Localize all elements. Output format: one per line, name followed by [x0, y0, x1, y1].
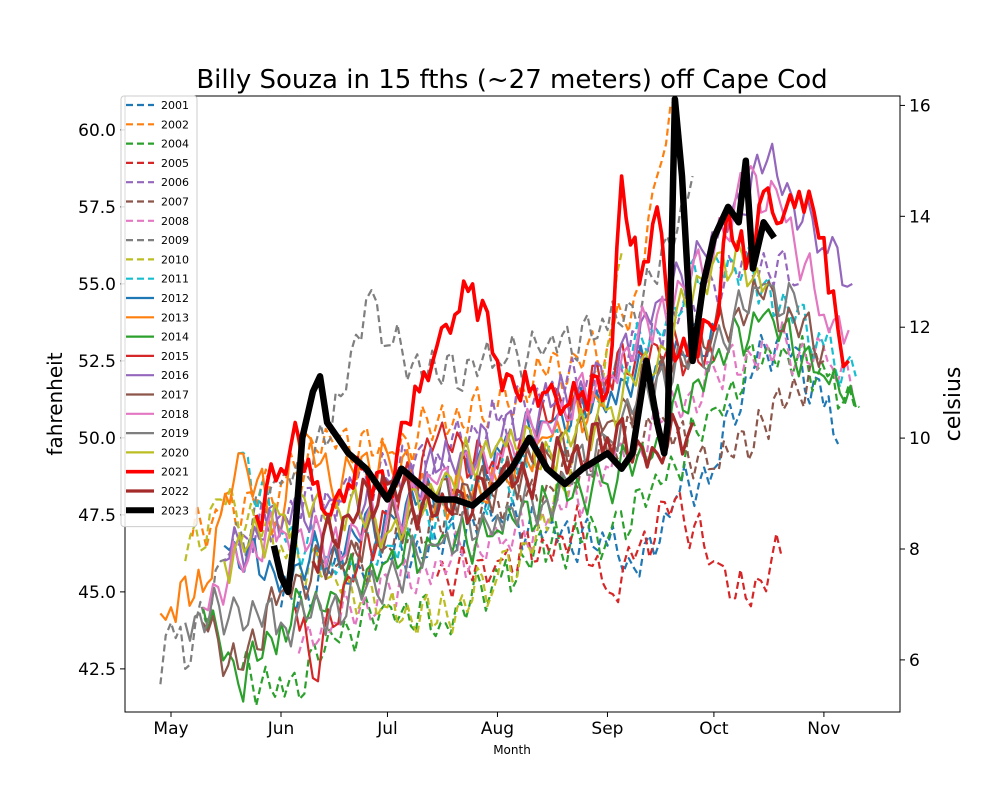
y-axis-left: 42.5 45.0 47.5 50.0 52.5 55.0 57.5 60.0	[78, 121, 125, 680]
series-line-2007	[329, 344, 825, 586]
y2-tick-label: 10	[909, 429, 931, 449]
y-axis-label: fahrenheit	[43, 352, 67, 455]
y-tick-label: 52.5	[78, 352, 116, 372]
series-line-2005	[436, 491, 783, 608]
series-line-2023	[270, 96, 777, 596]
legend-label: 2017	[161, 389, 189, 402]
x-tick-label: May	[153, 719, 188, 739]
series-line-2002	[191, 98, 676, 549]
legend-label: 2018	[161, 408, 189, 421]
y2-tick-label: 16	[909, 96, 931, 116]
series-line-2013	[159, 390, 609, 624]
legend-label: 2014	[161, 331, 189, 344]
y2-tick-label: 6	[909, 651, 920, 671]
y-axis-right: 6 8 10 12 14 16	[900, 96, 931, 671]
y-tick-label: 60.0	[78, 121, 116, 141]
legend-label: 2016	[161, 369, 189, 382]
series-line-2021	[254, 174, 851, 532]
y-tick-label: 47.5	[78, 506, 116, 526]
legend-label: 2019	[161, 427, 189, 440]
plot-lines	[159, 96, 860, 707]
legend-label: 2023	[161, 504, 189, 517]
legend-label: 2009	[161, 234, 189, 247]
legend-label: 2010	[161, 253, 189, 266]
legend-label: 2021	[161, 466, 189, 479]
y2-tick-label: 14	[909, 207, 931, 227]
legend-label: 2001	[161, 99, 189, 112]
x-axis-label: Month	[493, 743, 531, 757]
legend-label: 2008	[161, 215, 189, 228]
legend-label: 2022	[161, 485, 189, 498]
x-tick-label: Aug	[481, 719, 514, 739]
series-line-2004	[240, 335, 860, 707]
y2-axis-label: celsius	[941, 367, 966, 442]
legend-label: 2011	[161, 273, 189, 286]
legend-label: 2015	[161, 350, 189, 363]
legend-label: 2020	[161, 446, 189, 459]
legend: 2001 2002 2004 2005 2006 2007 2008 2009 2010 2011…	[120, 95, 198, 528]
x-tick-label: Oct	[699, 719, 729, 739]
x-tick-label: Jul	[376, 719, 398, 739]
series-line-2020	[223, 239, 769, 584]
legend-label: 2013	[161, 311, 189, 324]
legend-label: 2005	[161, 157, 189, 170]
series-line-2009	[159, 175, 694, 685]
y-tick-label: 55.0	[78, 275, 116, 295]
y-tick-label: 42.5	[78, 660, 116, 680]
legend-label: 2012	[161, 292, 189, 305]
series-line-2014	[201, 308, 857, 703]
legend-label: 2002	[161, 118, 189, 131]
y-tick-label: 57.5	[78, 198, 116, 218]
legend-box	[120, 95, 198, 528]
legend-label: 2007	[161, 196, 189, 209]
chart-title: Billy Souza in 15 fths (~27 meters) off …	[196, 65, 827, 95]
x-tick-label: Jun	[267, 719, 295, 739]
y2-tick-label: 12	[909, 318, 931, 338]
y-tick-label: 45.0	[78, 583, 116, 603]
x-tick-label: Nov	[807, 719, 840, 739]
y-tick-label: 50.0	[78, 429, 116, 449]
legend-label: 2006	[161, 176, 189, 189]
x-axis: May Jun Jul Aug Sep Oct Nov	[153, 712, 840, 739]
y2-tick-label: 8	[909, 540, 920, 560]
legend-label: 2004	[161, 138, 189, 151]
x-tick-label: Sep	[591, 719, 623, 739]
